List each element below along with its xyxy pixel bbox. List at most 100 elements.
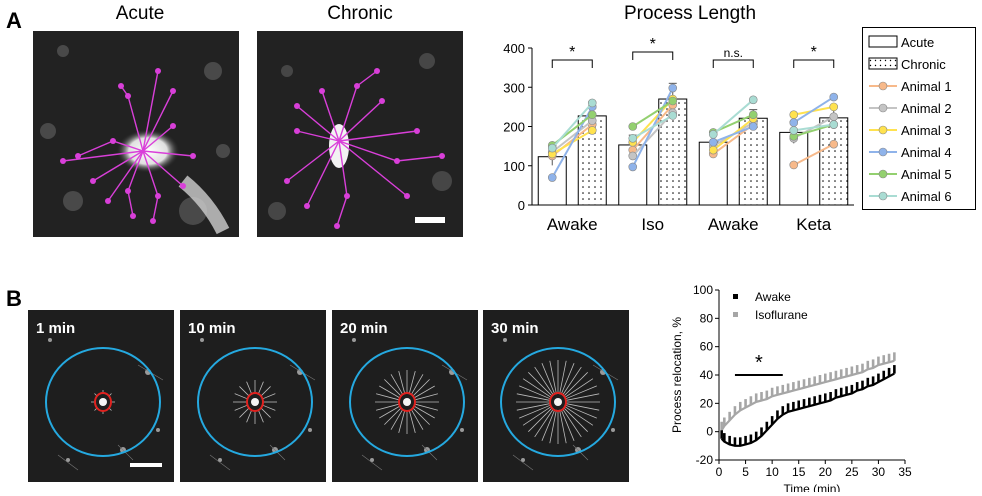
- group-label: Iso: [641, 215, 664, 234]
- y-tick-label: 300: [503, 80, 525, 95]
- legend-label: Acute: [901, 35, 934, 50]
- significance-label: *: [650, 36, 656, 53]
- x-tick-label: 10: [765, 465, 779, 479]
- x-tick-label: 25: [845, 465, 859, 479]
- animal-point: [668, 83, 678, 93]
- significance-bracket: [712, 59, 754, 68]
- time-label: 10 min: [188, 320, 236, 337]
- legend-swatch-marker: [878, 125, 888, 135]
- acute-title: Acute: [115, 3, 165, 24]
- acute-bar: [698, 141, 728, 206]
- significance-bracket: [551, 59, 593, 68]
- animal-point: [668, 111, 678, 120]
- legend-marker: [733, 294, 738, 299]
- animal-point: [628, 133, 638, 143]
- animal-line: [632, 100, 674, 128]
- y-tick-label: 20: [700, 396, 714, 410]
- animal-point: [829, 120, 839, 129]
- animal-point: [587, 126, 597, 135]
- time-label: 30 min: [491, 320, 539, 337]
- animal-point: [547, 173, 557, 182]
- y-tick-label: 60: [700, 340, 714, 354]
- y-tick-label: 80: [700, 311, 714, 325]
- animal-line: [793, 143, 835, 166]
- y-tick-label: 100: [503, 159, 525, 174]
- y-tick-label: -20: [696, 453, 714, 467]
- animal-line: [712, 99, 754, 136]
- x-tick-label: 20: [819, 465, 833, 479]
- legend-swatch-marker: [878, 147, 888, 157]
- animal-line: [793, 96, 835, 124]
- acute-microglia-image: [33, 31, 239, 237]
- panel-letter-a: A: [6, 8, 22, 33]
- animal-point: [628, 122, 638, 131]
- x-tick-label: 15: [792, 465, 806, 479]
- animal-line: [551, 119, 593, 153]
- series-line: [720, 359, 895, 431]
- y-tick-label: 100: [693, 283, 713, 297]
- animal-line: [551, 102, 593, 149]
- significance-label: n.s.: [724, 46, 743, 60]
- animal-point: [829, 139, 839, 149]
- scale-bar: [415, 217, 445, 223]
- x-axis-label: Time (min): [784, 482, 841, 492]
- legend-label: Animal 6: [901, 189, 952, 204]
- animal-point: [748, 95, 758, 105]
- group-label: Keta: [796, 215, 832, 234]
- x-tick-label: 35: [898, 465, 912, 479]
- animal-point: [829, 102, 839, 112]
- y-tick-label: 400: [503, 41, 525, 56]
- legend-label: Animal 4: [901, 145, 952, 160]
- animal-point: [829, 112, 839, 121]
- animal-point: [708, 137, 718, 147]
- chronic-title: Chronic: [327, 3, 393, 24]
- animal-line: [632, 114, 674, 140]
- legend-swatch-marker: [878, 169, 888, 179]
- chronic-microglia-image: [257, 31, 463, 237]
- legend-label: Animal 1: [901, 79, 952, 94]
- significance-label: *: [811, 44, 817, 61]
- timelapse-frame: 10 min: [180, 310, 326, 482]
- legend-swatch-marker: [878, 103, 888, 113]
- animal-point: [748, 110, 758, 120]
- legend-label: Chronic: [901, 57, 946, 72]
- legend-swatch-acute: [868, 35, 898, 48]
- animal-point: [668, 96, 678, 106]
- animal-point: [748, 122, 758, 131]
- y-tick-label: 200: [503, 120, 525, 135]
- y-tick-label: 40: [700, 368, 714, 382]
- animal-point: [587, 110, 597, 120]
- timelapse-frame: 30 min: [483, 310, 629, 482]
- group-label: Awake: [547, 215, 598, 234]
- animal-point: [829, 92, 839, 102]
- animal-line: [793, 123, 834, 132]
- y-axis-label: Process relocation, %: [670, 317, 684, 433]
- legend-swatch-marker: [878, 191, 888, 201]
- y-tick-label: 0: [518, 198, 525, 213]
- process-length-chart: 0 100 200 300 400 * Awake * Iso n.s. Awake * Keta: [503, 36, 854, 234]
- chart-legend: Acute Chronic Animal 1 Animal 2 Animal 3 Anim…: [862, 27, 976, 210]
- legend-label: Awake: [755, 290, 791, 304]
- timelapse-frame: 20 min: [332, 310, 478, 482]
- x-tick-label: 0: [716, 465, 723, 479]
- legend-marker: [733, 312, 738, 317]
- animal-point: [708, 130, 718, 139]
- time-label: 20 min: [340, 320, 388, 337]
- panel-letter-b: B: [6, 286, 22, 311]
- x-tick-label: 5: [742, 465, 749, 479]
- animal-point: [587, 98, 597, 108]
- animal-point: [547, 143, 557, 153]
- legend-label: Isoflurane: [755, 308, 808, 322]
- significance-bracket: [632, 51, 674, 60]
- legend-label: Animal 3: [901, 123, 952, 138]
- significance-bracket: [793, 59, 835, 68]
- significance-label: *: [569, 44, 575, 61]
- series-line: [720, 372, 895, 447]
- animal-point: [789, 126, 799, 135]
- animal-point: [628, 151, 638, 161]
- time-label: 1 min: [36, 320, 76, 337]
- group-label: Awake: [708, 215, 759, 234]
- chronic-bar: [819, 117, 849, 206]
- y-tick-label: 0: [706, 425, 713, 439]
